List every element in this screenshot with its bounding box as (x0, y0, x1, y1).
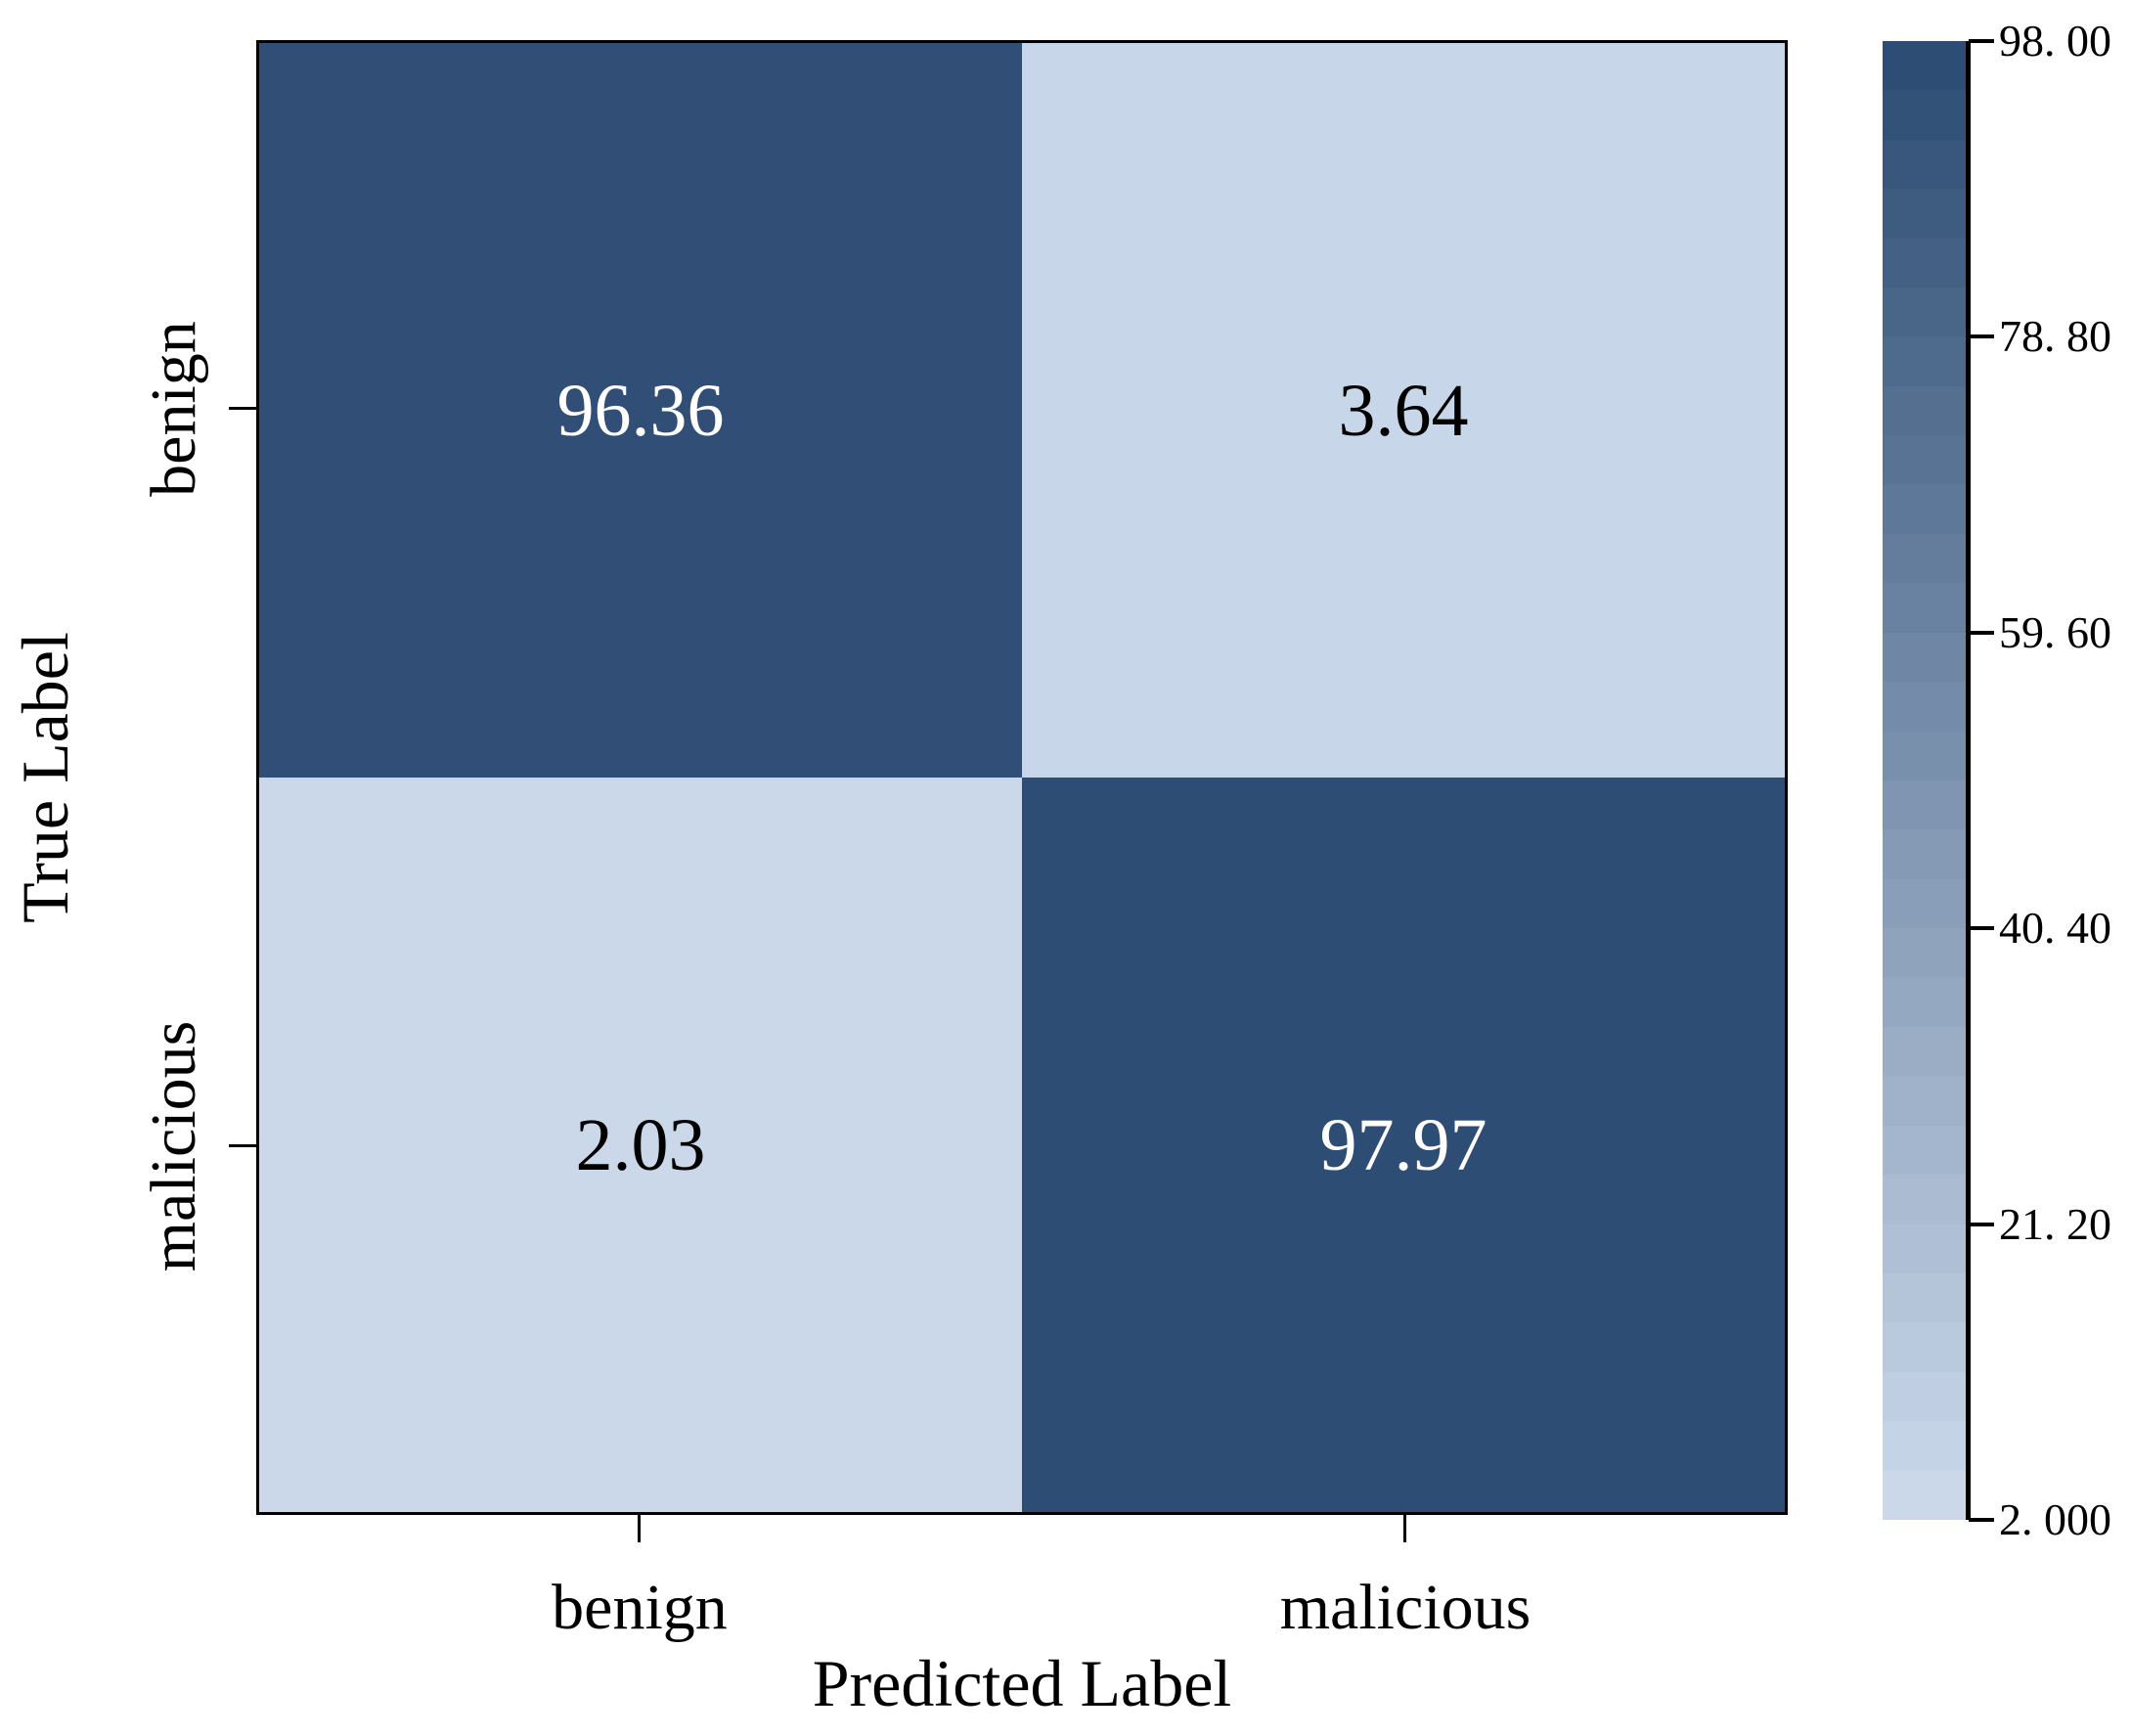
colorbar-tick-mark (1969, 1518, 1994, 1522)
cell-malicious-malicious: 97.97 (1022, 778, 1785, 1512)
colorbar-spine (1966, 41, 1971, 1520)
cell-malicious-benign: 2.03 (259, 778, 1022, 1512)
cell-benign-benign: 96.36 (259, 43, 1022, 778)
colorbar-tick-label: 78. 80 (1999, 311, 2111, 361)
colorbar-tick-label: 2. 000 (1999, 1494, 2111, 1544)
y-axis-title: True Label (8, 632, 82, 923)
x-tick-mark (638, 1515, 641, 1542)
colorbar-tick-mark (1969, 334, 1994, 338)
y-tick-label-malicious: malicious (138, 1020, 209, 1272)
colorbar (1883, 41, 1966, 1520)
colorbar-tick-mark (1969, 1223, 1994, 1226)
x-axis-title: Predicted Label (812, 1646, 1232, 1720)
x-tick-mark (1403, 1515, 1406, 1542)
colorbar-tick-mark (1969, 926, 1994, 930)
colorbar-tick-mark (1969, 631, 1994, 635)
colorbar-tick-label: 59. 60 (1999, 607, 2111, 657)
heatmap-grid: 96.36 3.64 2.03 97.97 (256, 40, 1788, 1515)
cell-benign-malicious: 3.64 (1022, 43, 1785, 778)
y-tick-label-benign: benign (138, 321, 209, 497)
colorbar-tick-label: 98. 00 (1999, 16, 2111, 66)
colorbar-tick-mark (1969, 39, 1994, 43)
colorbar-tick-label: 40. 40 (1999, 903, 2111, 953)
colorbar-tick-label: 21. 20 (1999, 1199, 2111, 1249)
y-tick-mark (229, 1144, 256, 1147)
x-tick-label-benign: benign (552, 1572, 728, 1643)
y-tick-mark (229, 407, 256, 410)
x-tick-label-malicious: malicious (1279, 1572, 1532, 1643)
